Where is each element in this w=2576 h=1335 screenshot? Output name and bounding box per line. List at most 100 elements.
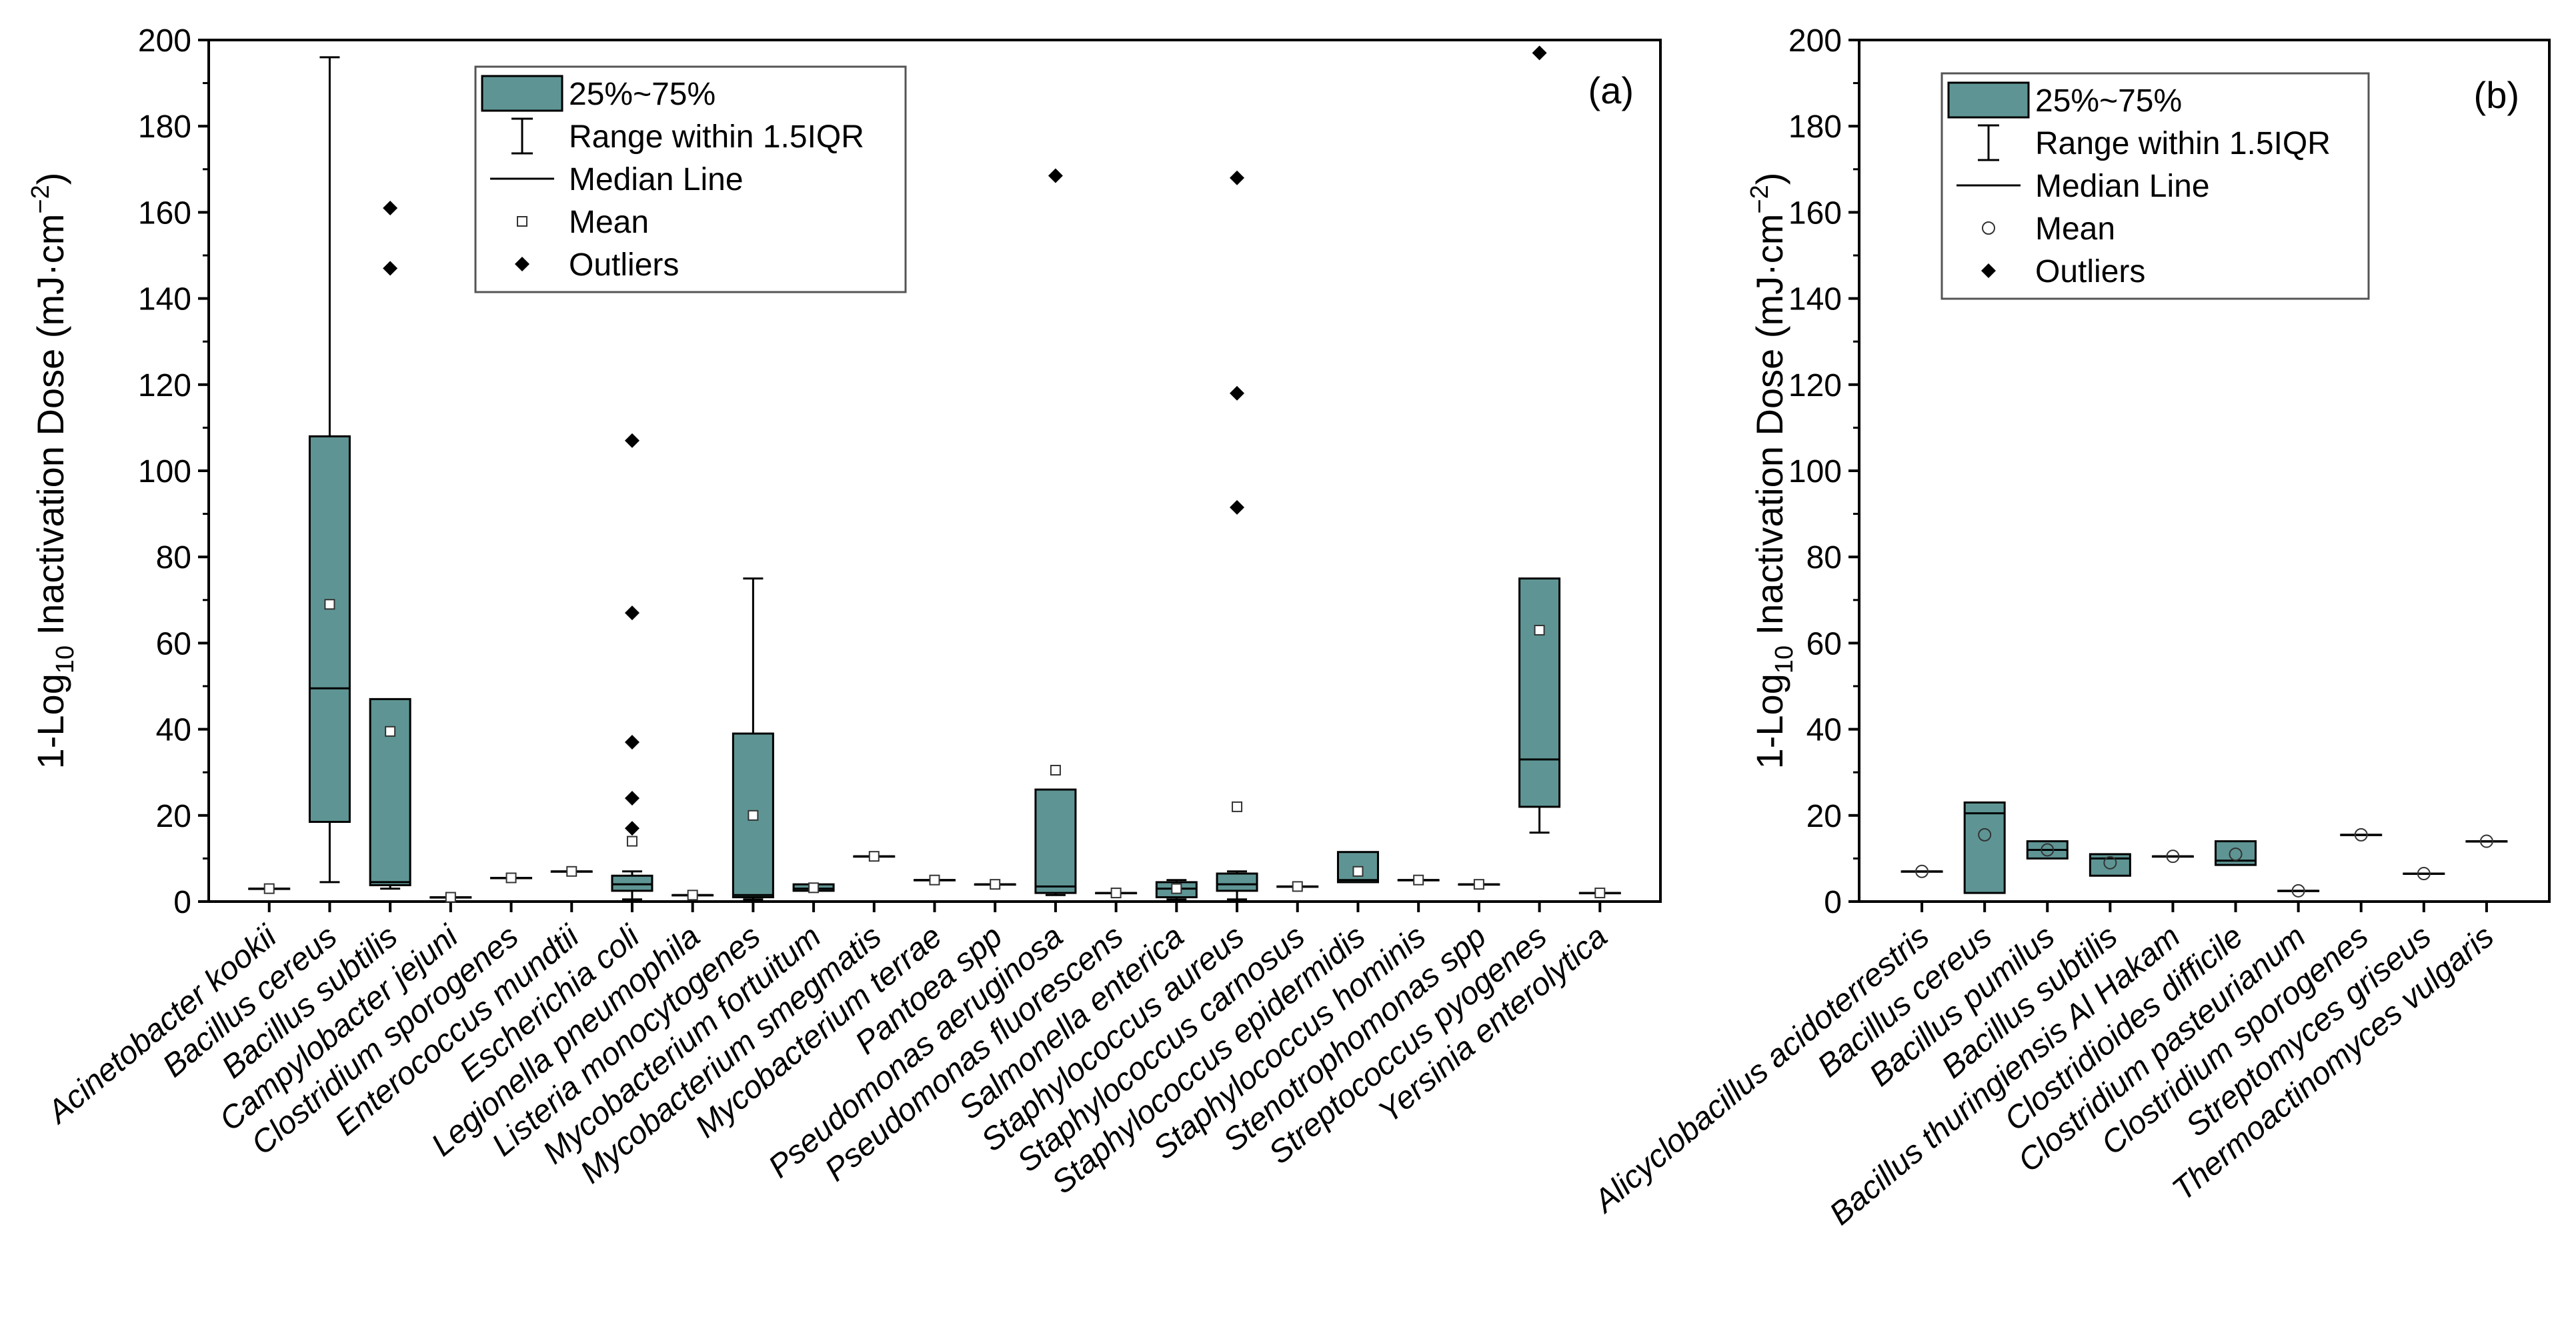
- legend-label-outliers: Outliers: [569, 247, 679, 283]
- legend-label-outliers: Outliers: [2035, 254, 2145, 289]
- box-plot-2: [2026, 840, 2069, 860]
- y-axis-label-sub: 10: [51, 645, 79, 674]
- mean-marker: [2166, 850, 2180, 864]
- y-tick-label: 80: [156, 540, 191, 575]
- outlier-point: [624, 734, 639, 750]
- legend-swatch-mean: [1982, 221, 1995, 235]
- y-axis-label-sup: −2: [1746, 185, 1774, 213]
- mean-marker: [445, 892, 456, 903]
- mean-marker: [505, 872, 517, 884]
- mean-marker: [1473, 879, 1484, 890]
- outlier-point: [1230, 499, 1245, 515]
- mean-marker: [1978, 828, 1992, 842]
- y-axis-label: 1-Log10 Inactivation Dose (mJ·cm−2): [1746, 173, 1798, 770]
- y-tick-label: 140: [138, 282, 191, 317]
- y-axis-label-main: 1-Log: [29, 674, 71, 769]
- y-axis-label-sub: 10: [1770, 645, 1798, 674]
- box-plot-8: [2403, 867, 2445, 881]
- box-plot-1: [1963, 801, 2006, 894]
- mean-marker: [1915, 864, 1929, 878]
- mean-marker: [2479, 834, 2493, 848]
- y-tick-label: 200: [138, 23, 191, 59]
- y-axis-label-close: ): [29, 173, 71, 185]
- legend-label-whisker: Range within 1.5IQR: [569, 119, 864, 155]
- mean-marker: [2291, 884, 2305, 898]
- box-plot-0: [248, 883, 291, 894]
- box-plot-4: [490, 872, 533, 884]
- box-plot-1: [308, 56, 351, 884]
- outlier-point: [383, 200, 398, 215]
- y-tick-label: 100: [1788, 454, 1842, 489]
- mean-marker: [1232, 801, 1243, 812]
- panel-a: 0 20 40 60 80 100 120 140 160 180 200 1-Log10 Inact…: [27, 23, 1662, 1201]
- y-tick-label: 60: [156, 626, 191, 661]
- legend-label-mean: Mean: [569, 205, 649, 240]
- box-iqr: [1963, 801, 2006, 894]
- box-plot-6: [611, 433, 654, 901]
- box-plot-3: [429, 892, 472, 903]
- legend: 25%~75% Range within 1.5IQR Median Line Mea…: [1941, 72, 2370, 300]
- box-plot-4: [2151, 850, 2194, 864]
- outlier-point: [1048, 168, 1063, 183]
- outlier-point: [624, 605, 639, 621]
- mean-marker: [1050, 764, 1061, 776]
- mean-marker: [263, 883, 275, 894]
- box-plot-15: [1155, 879, 1198, 901]
- y-tick-label: 180: [1788, 109, 1842, 145]
- box-plot-11: [914, 874, 956, 886]
- legend-label-whisker: Range within 1.5IQR: [2035, 126, 2331, 161]
- box-plot-14: [1095, 888, 1138, 899]
- outlier-point: [624, 821, 639, 836]
- box-plot-5: [550, 866, 593, 877]
- mean-marker: [2103, 856, 2117, 870]
- mean-marker: [1413, 874, 1424, 886]
- mean-marker: [2417, 867, 2431, 881]
- box-plot-9: [792, 882, 835, 894]
- outlier-point: [1230, 170, 1245, 185]
- box-iqr: [308, 435, 351, 823]
- outlier-point: [383, 261, 398, 276]
- box-plot-20: [1458, 879, 1500, 890]
- y-axis-label-main: 1-Log: [1748, 674, 1790, 769]
- mean-marker: [2354, 828, 2368, 842]
- y-tick-label: 120: [1788, 368, 1842, 403]
- panel-label: (b): [2474, 74, 2519, 116]
- y-axis-label-rest: Inactivation Dose (mJ·cm: [1748, 214, 1790, 645]
- mean-marker: [808, 882, 820, 894]
- y-axis-label-rest: Inactivation Dose (mJ·cm: [29, 214, 71, 645]
- mean-marker: [929, 874, 940, 886]
- legend-swatch-outlier: [1981, 263, 1996, 278]
- y-tick-label: 20: [1806, 799, 1842, 834]
- box-plot-13: [1034, 168, 1077, 896]
- mean-marker: [1534, 625, 1545, 636]
- box-plot-22: [1578, 888, 1621, 899]
- box-plot-21: [1518, 45, 1561, 834]
- box-plot-9: [2465, 834, 2508, 848]
- mean-marker: [385, 726, 396, 737]
- box-plot-3: [2089, 853, 2131, 877]
- y-tick-label: 140: [1788, 282, 1842, 317]
- outlier-point: [624, 433, 639, 448]
- mean-marker: [748, 810, 759, 821]
- y-tick-label: 100: [138, 454, 191, 489]
- y-tick-label: 0: [173, 885, 191, 920]
- box-iqr: [1518, 577, 1561, 808]
- legend-label-box: 25%~75%: [2035, 83, 2182, 119]
- y-tick-label: 20: [156, 799, 191, 834]
- box-plot-10: [853, 851, 896, 862]
- mean-marker: [626, 836, 637, 847]
- box-plot-0: [1900, 864, 1943, 878]
- box-plot-16: [1216, 170, 1258, 901]
- y-axis-label-sup: −2: [27, 185, 55, 213]
- mean-marker: [2229, 847, 2243, 861]
- y-tick-label: 40: [156, 713, 191, 748]
- outlier-point: [1230, 385, 1245, 401]
- plot-frame: [207, 39, 1662, 903]
- mean-marker: [324, 599, 335, 610]
- mean-marker: [2041, 843, 2055, 857]
- mean-marker: [1292, 881, 1303, 892]
- legend-swatch-box: [1947, 81, 2030, 119]
- box-plot-8: [732, 577, 774, 901]
- mean-marker: [566, 866, 577, 877]
- y-tick-label: 80: [1806, 540, 1842, 575]
